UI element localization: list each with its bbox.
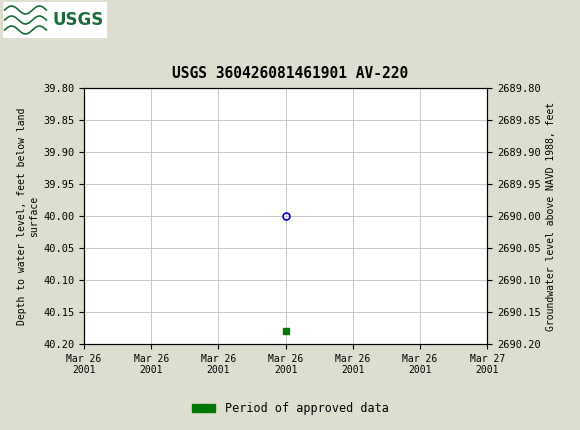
Text: USGS: USGS — [52, 11, 103, 29]
Y-axis label: Groundwater level above NAVD 1988, feet: Groundwater level above NAVD 1988, feet — [546, 101, 556, 331]
Text: USGS 360426081461901 AV-220: USGS 360426081461901 AV-220 — [172, 66, 408, 81]
Bar — [3, 2, 107, 38]
Y-axis label: Depth to water level, feet below land
surface: Depth to water level, feet below land su… — [17, 108, 39, 325]
Legend: Period of approved data: Period of approved data — [187, 397, 393, 420]
